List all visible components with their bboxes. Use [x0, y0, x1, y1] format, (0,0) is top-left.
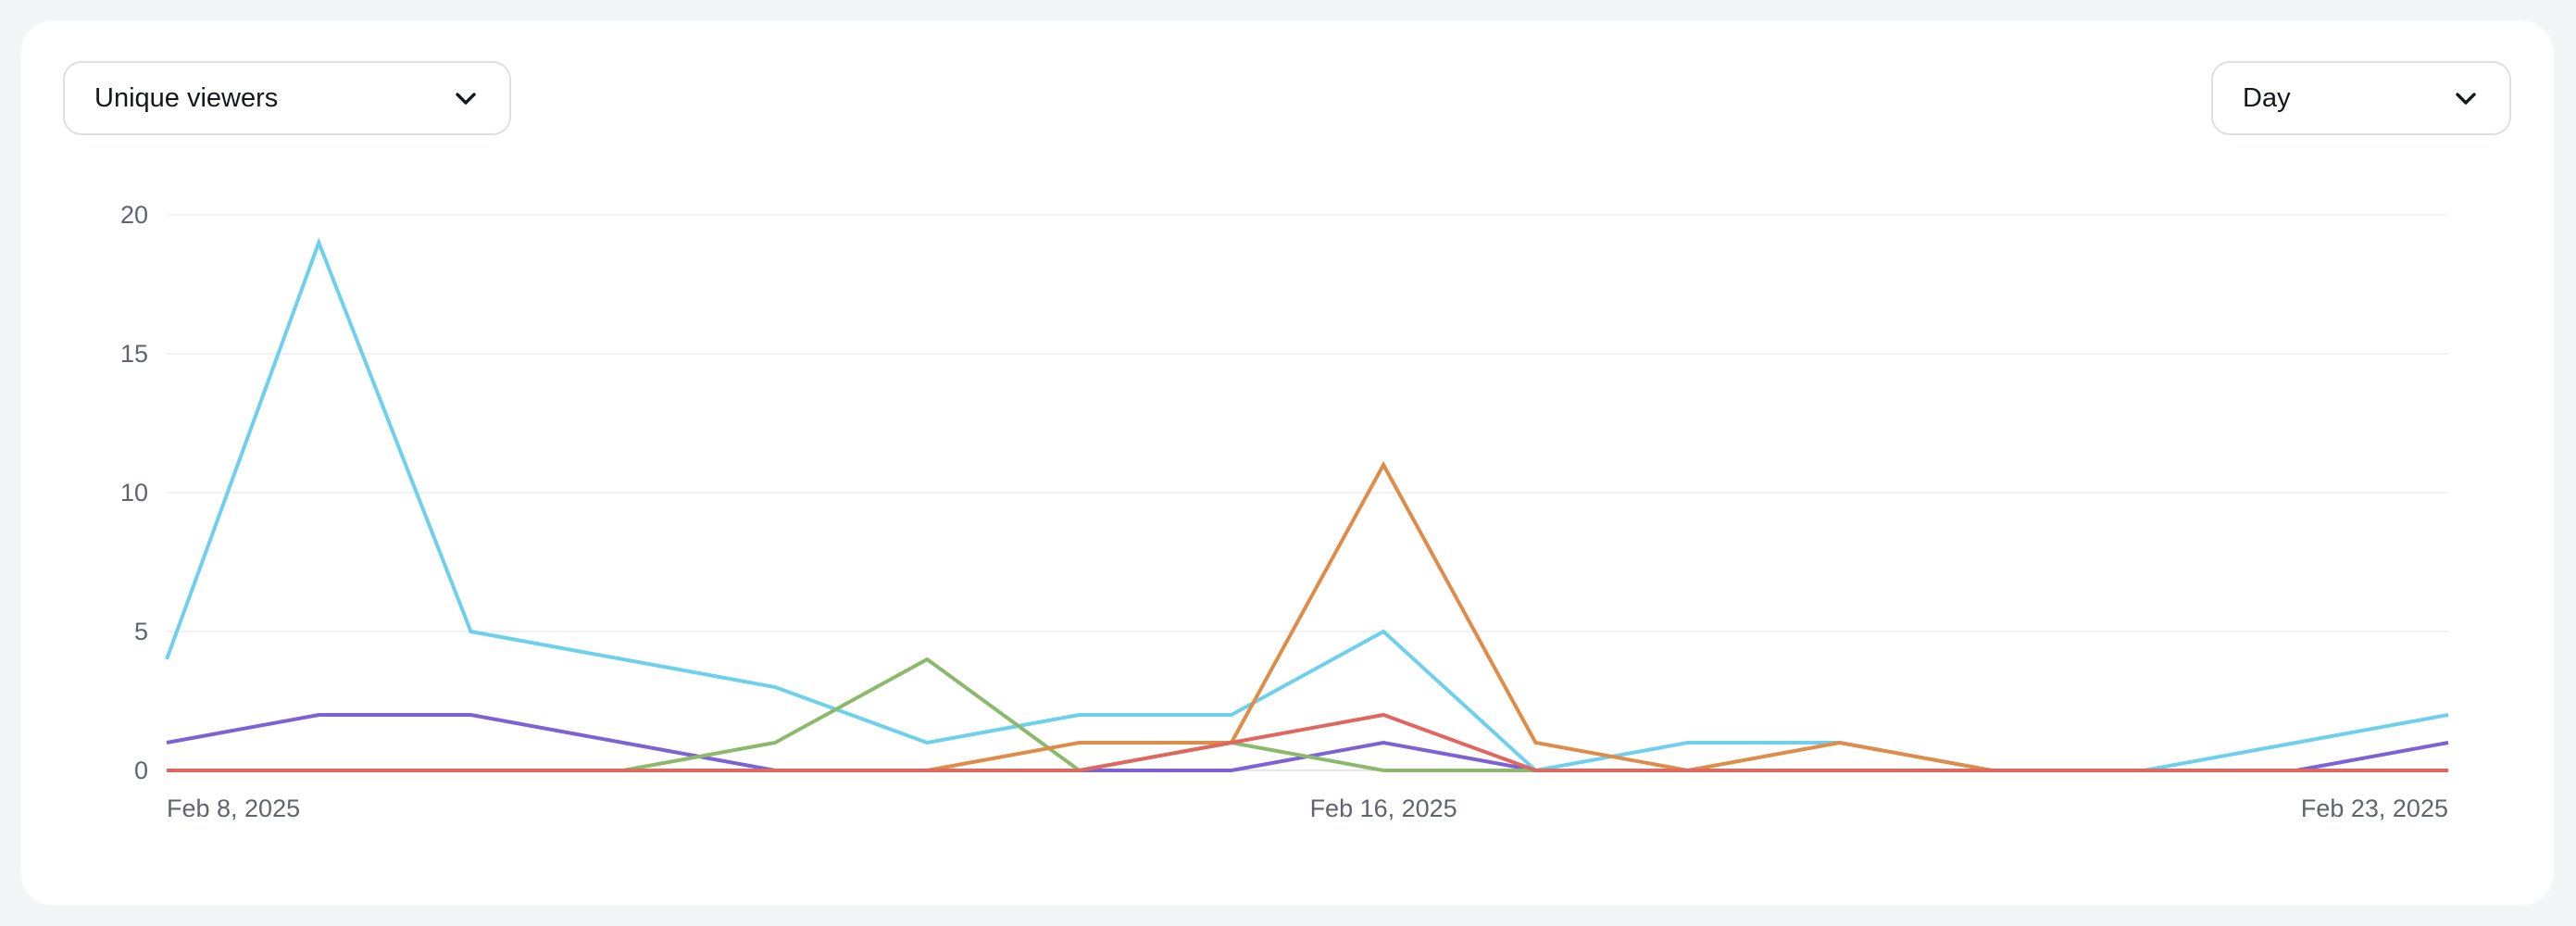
y-tick-label: 5: [134, 618, 148, 645]
y-axis-ticks: 0 5 10 15 20: [120, 201, 148, 784]
x-tick-label: Feb 8, 2025: [167, 795, 300, 822]
y-tick-label: 15: [120, 340, 148, 368]
series-line-2: [166, 713, 2449, 772]
x-axis-ticks: Feb 8, 2025 Feb 16, 2025 Feb 23, 2025: [167, 795, 2448, 822]
period-dropdown[interactable]: Day: [2211, 61, 2511, 135]
series-line-4: [167, 460, 2448, 773]
chart-card: Unique viewers Day 0 5 10 15 20 Feb 8, 2025 F…: [20, 20, 2554, 906]
series-line-3: [167, 657, 2448, 773]
y-tick-label: 20: [120, 201, 148, 229]
series-line-1: [165, 237, 2449, 773]
metric-dropdown-label: Unique viewers: [94, 82, 279, 113]
metric-dropdown[interactable]: Unique viewers: [63, 61, 511, 135]
chevron-down-icon: [2452, 84, 2480, 112]
series-lines: [165, 237, 2449, 773]
y-tick-label: 0: [134, 757, 148, 784]
x-tick-label: Feb 23, 2025: [2301, 795, 2448, 822]
period-dropdown-label: Day: [2243, 82, 2291, 113]
x-tick-label: Feb 16, 2025: [1310, 795, 1457, 822]
y-tick-label: 10: [120, 479, 148, 507]
line-chart: 0 5 10 15 20 Feb 8, 2025 Feb 16, 2025 Feb 23, …: [120, 201, 2449, 822]
series-line-5: [167, 712, 2448, 772]
grid-lines: [167, 214, 2448, 771]
chevron-down-icon: [452, 84, 480, 112]
